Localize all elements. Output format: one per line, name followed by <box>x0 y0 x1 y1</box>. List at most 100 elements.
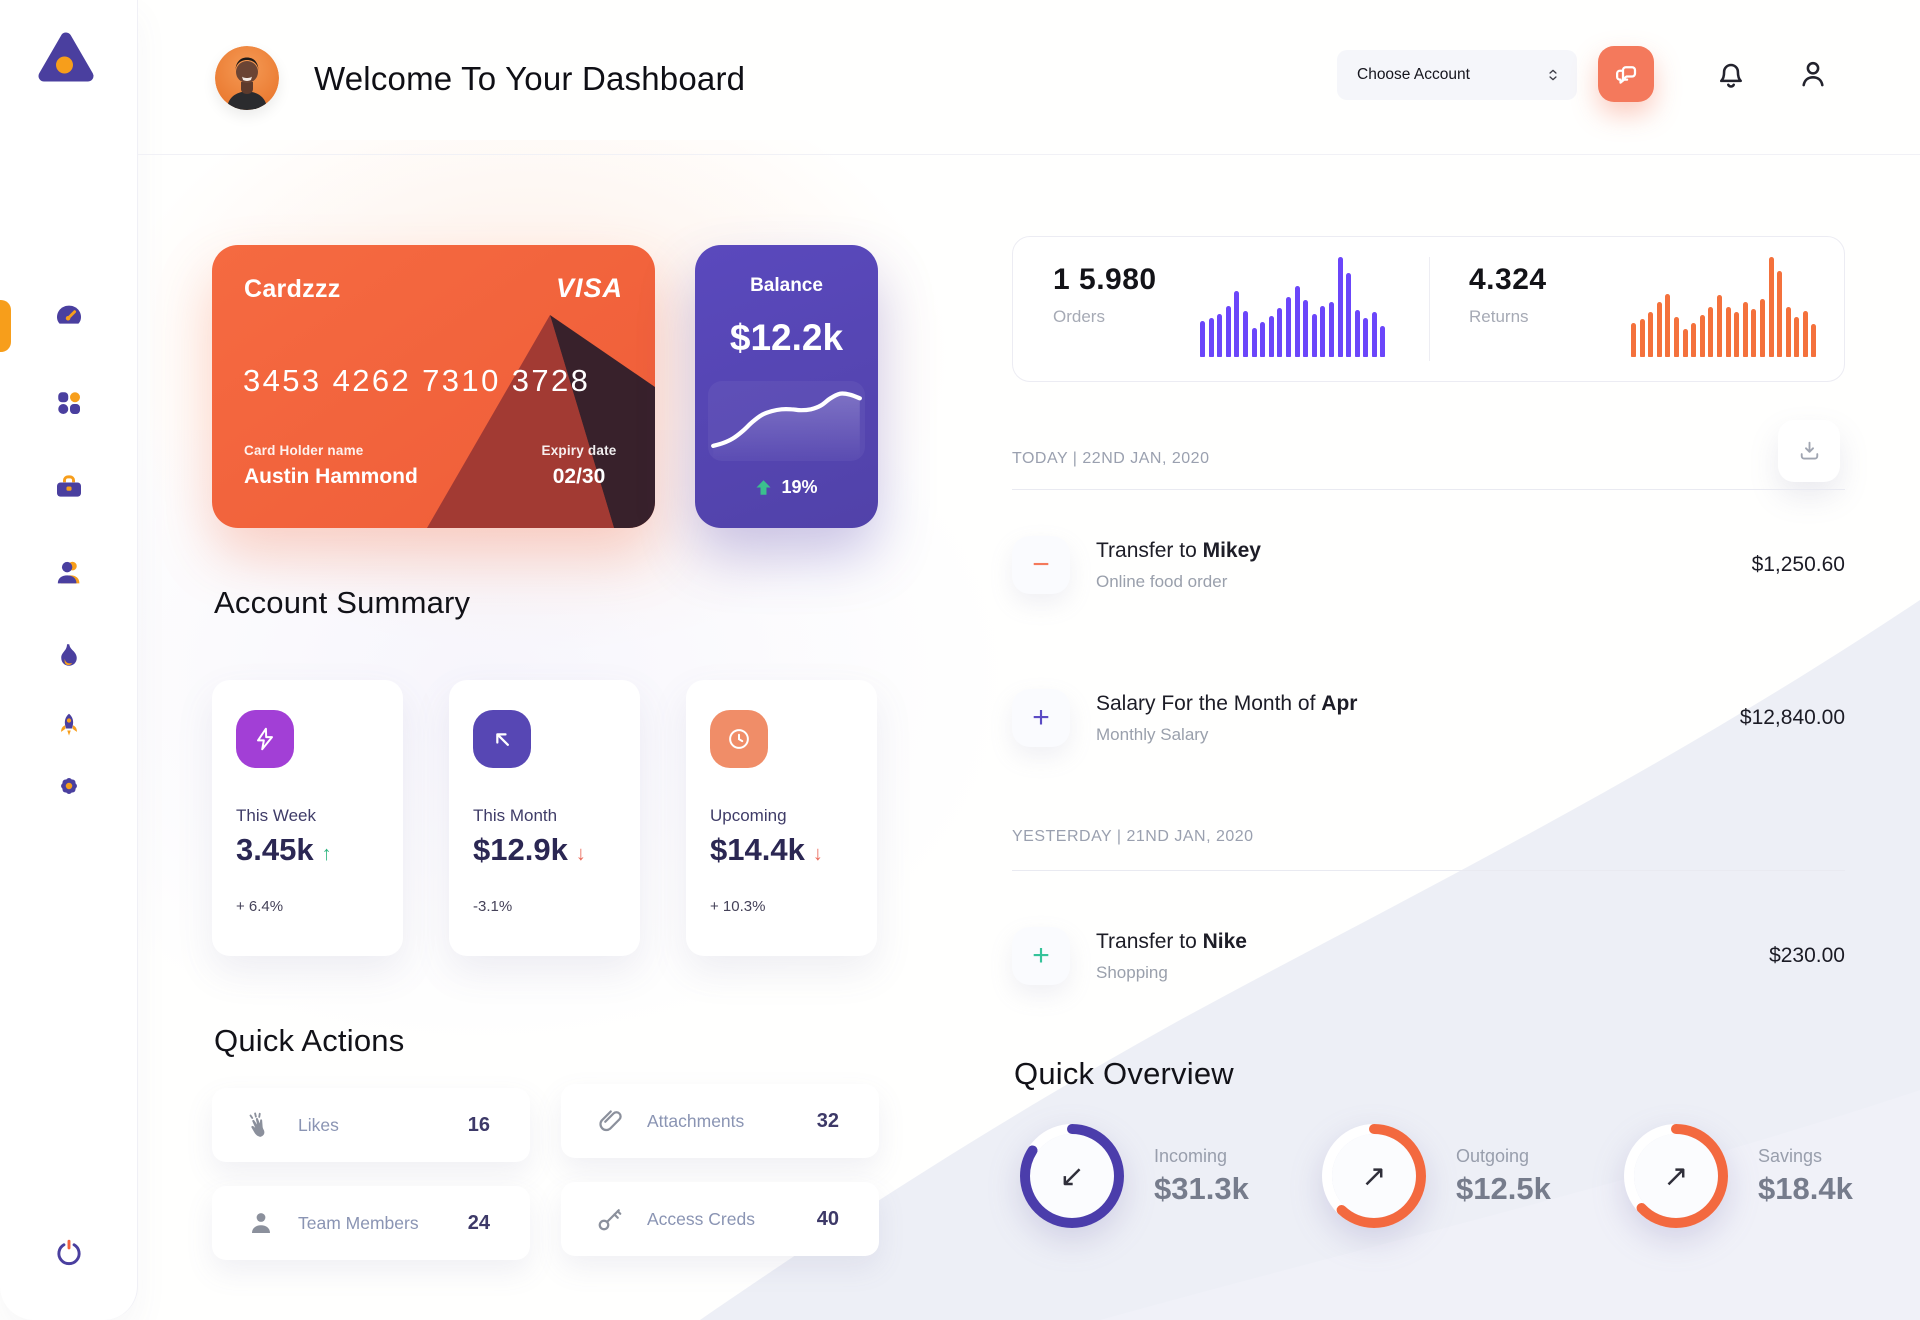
triangle-logo-icon <box>38 32 94 82</box>
overview-savings: ↗ Savings $18.4k <box>1620 1120 1920 1232</box>
card-expiry-label: Expiry date <box>541 443 617 458</box>
transaction-text: Transfer to Mikey Online food order <box>1096 539 1261 592</box>
quick-overview-title: Quick Overview <box>1014 1056 1234 1091</box>
download-icon <box>1800 441 1818 459</box>
date-group-today: TODAY | 22ND JAN, 2020 <box>1012 450 1210 467</box>
card-number: 3453 4262 7310 3728 <box>243 363 591 398</box>
quick-action-label: Likes <box>298 1114 339 1135</box>
profile-button[interactable] <box>1795 56 1831 92</box>
transaction-subtitle: Shopping <box>1096 962 1168 982</box>
balance-label: Balance <box>750 275 823 296</box>
summary-value-row: 3.45k ↑ <box>236 832 332 868</box>
credit-card: Cardzzz VISA 3453 4262 7310 3728 Card Ho… <box>212 245 655 528</box>
account-select[interactable]: Choose Account <box>1337 50 1577 100</box>
avatar[interactable] <box>215 46 279 110</box>
page-title: Welcome To Your Dashboard <box>314 60 746 97</box>
left-column: Cardzzz VISA 3453 4262 7310 3728 Card Ho… <box>212 245 879 1275</box>
overview-label: Outgoing <box>1456 1145 1530 1166</box>
download-button[interactable] <box>1778 420 1840 482</box>
summary-value-row: $12.9k ↓ <box>473 832 586 868</box>
visa-logo: VISA <box>555 273 623 303</box>
transaction-amount: $230.00 <box>1769 944 1845 967</box>
clock-icon <box>710 710 768 768</box>
notifications-button[interactable] <box>1713 56 1749 92</box>
returns-bar-chart <box>1631 257 1827 357</box>
summary-value: 3.45k <box>236 832 314 867</box>
logout-button[interactable] <box>48 1232 90 1274</box>
transaction-row[interactable]: + Salary For the Month of Apr Monthly Sa… <box>1012 686 1845 750</box>
trend-down-arrow-icon: ↓ <box>575 843 586 865</box>
orders-bar-chart <box>1200 257 1396 357</box>
app-logo[interactable] <box>34 26 98 90</box>
orders-label: Orders <box>1053 307 1105 326</box>
quick-action-count: 24 <box>467 1211 490 1234</box>
overview-incoming: ↙ Incoming $31.3k <box>1016 1120 1316 1232</box>
briefcase-icon <box>57 475 81 497</box>
date-group-yesterday: YESTERDAY | 21ND JAN, 2020 <box>1012 828 1254 845</box>
apps-grid-icon <box>58 392 80 414</box>
transaction-title: Transfer to Mikey <box>1096 538 1261 562</box>
gear-icon <box>61 778 77 794</box>
rocket-icon <box>61 713 77 736</box>
card-holder-block: Card Holder name Austin Hammond <box>244 443 418 489</box>
trend-down-arrow-icon: ↓ <box>812 843 823 865</box>
dashboard-gauge-icon <box>57 305 81 324</box>
sidebar-item-apps[interactable] <box>48 382 90 424</box>
card-holder-name: Austin Hammond <box>244 465 418 488</box>
quick-action-label: Access Creds <box>647 1208 755 1229</box>
sidebar-item-settings[interactable] <box>48 765 90 807</box>
balance-card: Balance $12.2k 19% <box>695 245 878 528</box>
sidebar-item-customers[interactable] <box>48 552 90 594</box>
arrow-up-right-icon: ↗ <box>1663 1159 1689 1193</box>
account-summary-title: Account Summary <box>214 585 471 620</box>
lightning-icon <box>236 710 294 768</box>
active-nav-indicator <box>0 300 11 352</box>
paperclip-icon <box>599 1110 622 1132</box>
summary-label: This Month <box>473 806 558 825</box>
quick-action-label: Attachments <box>647 1110 745 1131</box>
incoming-donut-chart: ↙ <box>1016 1120 1128 1232</box>
power-icon <box>57 1239 81 1266</box>
orders-value: 1 5.980 <box>1053 263 1157 296</box>
quick-action-attachments[interactable]: Attachments 32 <box>561 1084 879 1158</box>
transaction-row[interactable]: − Transfer to Mikey Online food order $1… <box>1012 533 1845 597</box>
summary-value: $14.4k <box>710 832 805 867</box>
key-icon <box>598 1209 622 1231</box>
header: Welcome To Your Dashboard Choose Account <box>138 0 1920 155</box>
transaction-title: Salary For the Month of Apr <box>1096 691 1358 715</box>
transaction-row[interactable]: + Transfer to Nike Shopping $230.00 <box>1012 924 1845 988</box>
sidebar-item-portfolio[interactable] <box>48 466 90 508</box>
summary-label: This Week <box>236 806 316 825</box>
sidebar <box>0 0 138 1320</box>
quick-action-team-members[interactable]: Team Members 24 <box>212 1186 530 1260</box>
flame-icon <box>61 644 77 666</box>
transaction-text: Salary For the Month of Apr Monthly Sala… <box>1096 692 1357 745</box>
transaction-amount: $1,250.60 <box>1751 553 1845 576</box>
stats-divider <box>1429 257 1430 361</box>
arrow-up-green-icon <box>756 480 771 495</box>
right-column: 1 5.980 Orders 4.324 Returns TODAY | 22N… <box>1012 236 1853 1298</box>
messages-button[interactable] <box>1598 46 1654 102</box>
quick-action-access-creds[interactable]: Access Creds 40 <box>561 1182 879 1256</box>
chat-bubbles-icon <box>1616 66 1637 84</box>
transaction-text: Transfer to Nike Shopping <box>1096 930 1247 983</box>
orders-returns-card: 1 5.980 Orders 4.324 Returns <box>1012 236 1845 382</box>
sidebar-item-launch[interactable] <box>48 705 90 747</box>
quick-action-label: Team Members <box>298 1212 419 1233</box>
divider <box>1012 489 1845 490</box>
card-triangle-art <box>427 315 655 528</box>
balance-change-value: 19% <box>781 477 818 497</box>
avatar-photo <box>215 46 279 110</box>
summary-percent: + 6.4% <box>236 898 284 915</box>
transaction-subtitle: Monthly Salary <box>1096 724 1209 744</box>
minus-icon: − <box>1012 536 1070 594</box>
quick-action-likes[interactable]: Likes 16 <box>212 1088 530 1162</box>
summary-value-row: $14.4k ↓ <box>710 832 823 868</box>
sidebar-item-activity[interactable] <box>48 635 90 677</box>
summary-percent: -3.1% <box>473 898 513 915</box>
overview-label: Savings <box>1758 1145 1823 1166</box>
person-icon <box>1802 61 1824 87</box>
overview-value: $31.3k <box>1154 1170 1249 1206</box>
sidebar-item-dashboard[interactable] <box>48 295 90 337</box>
